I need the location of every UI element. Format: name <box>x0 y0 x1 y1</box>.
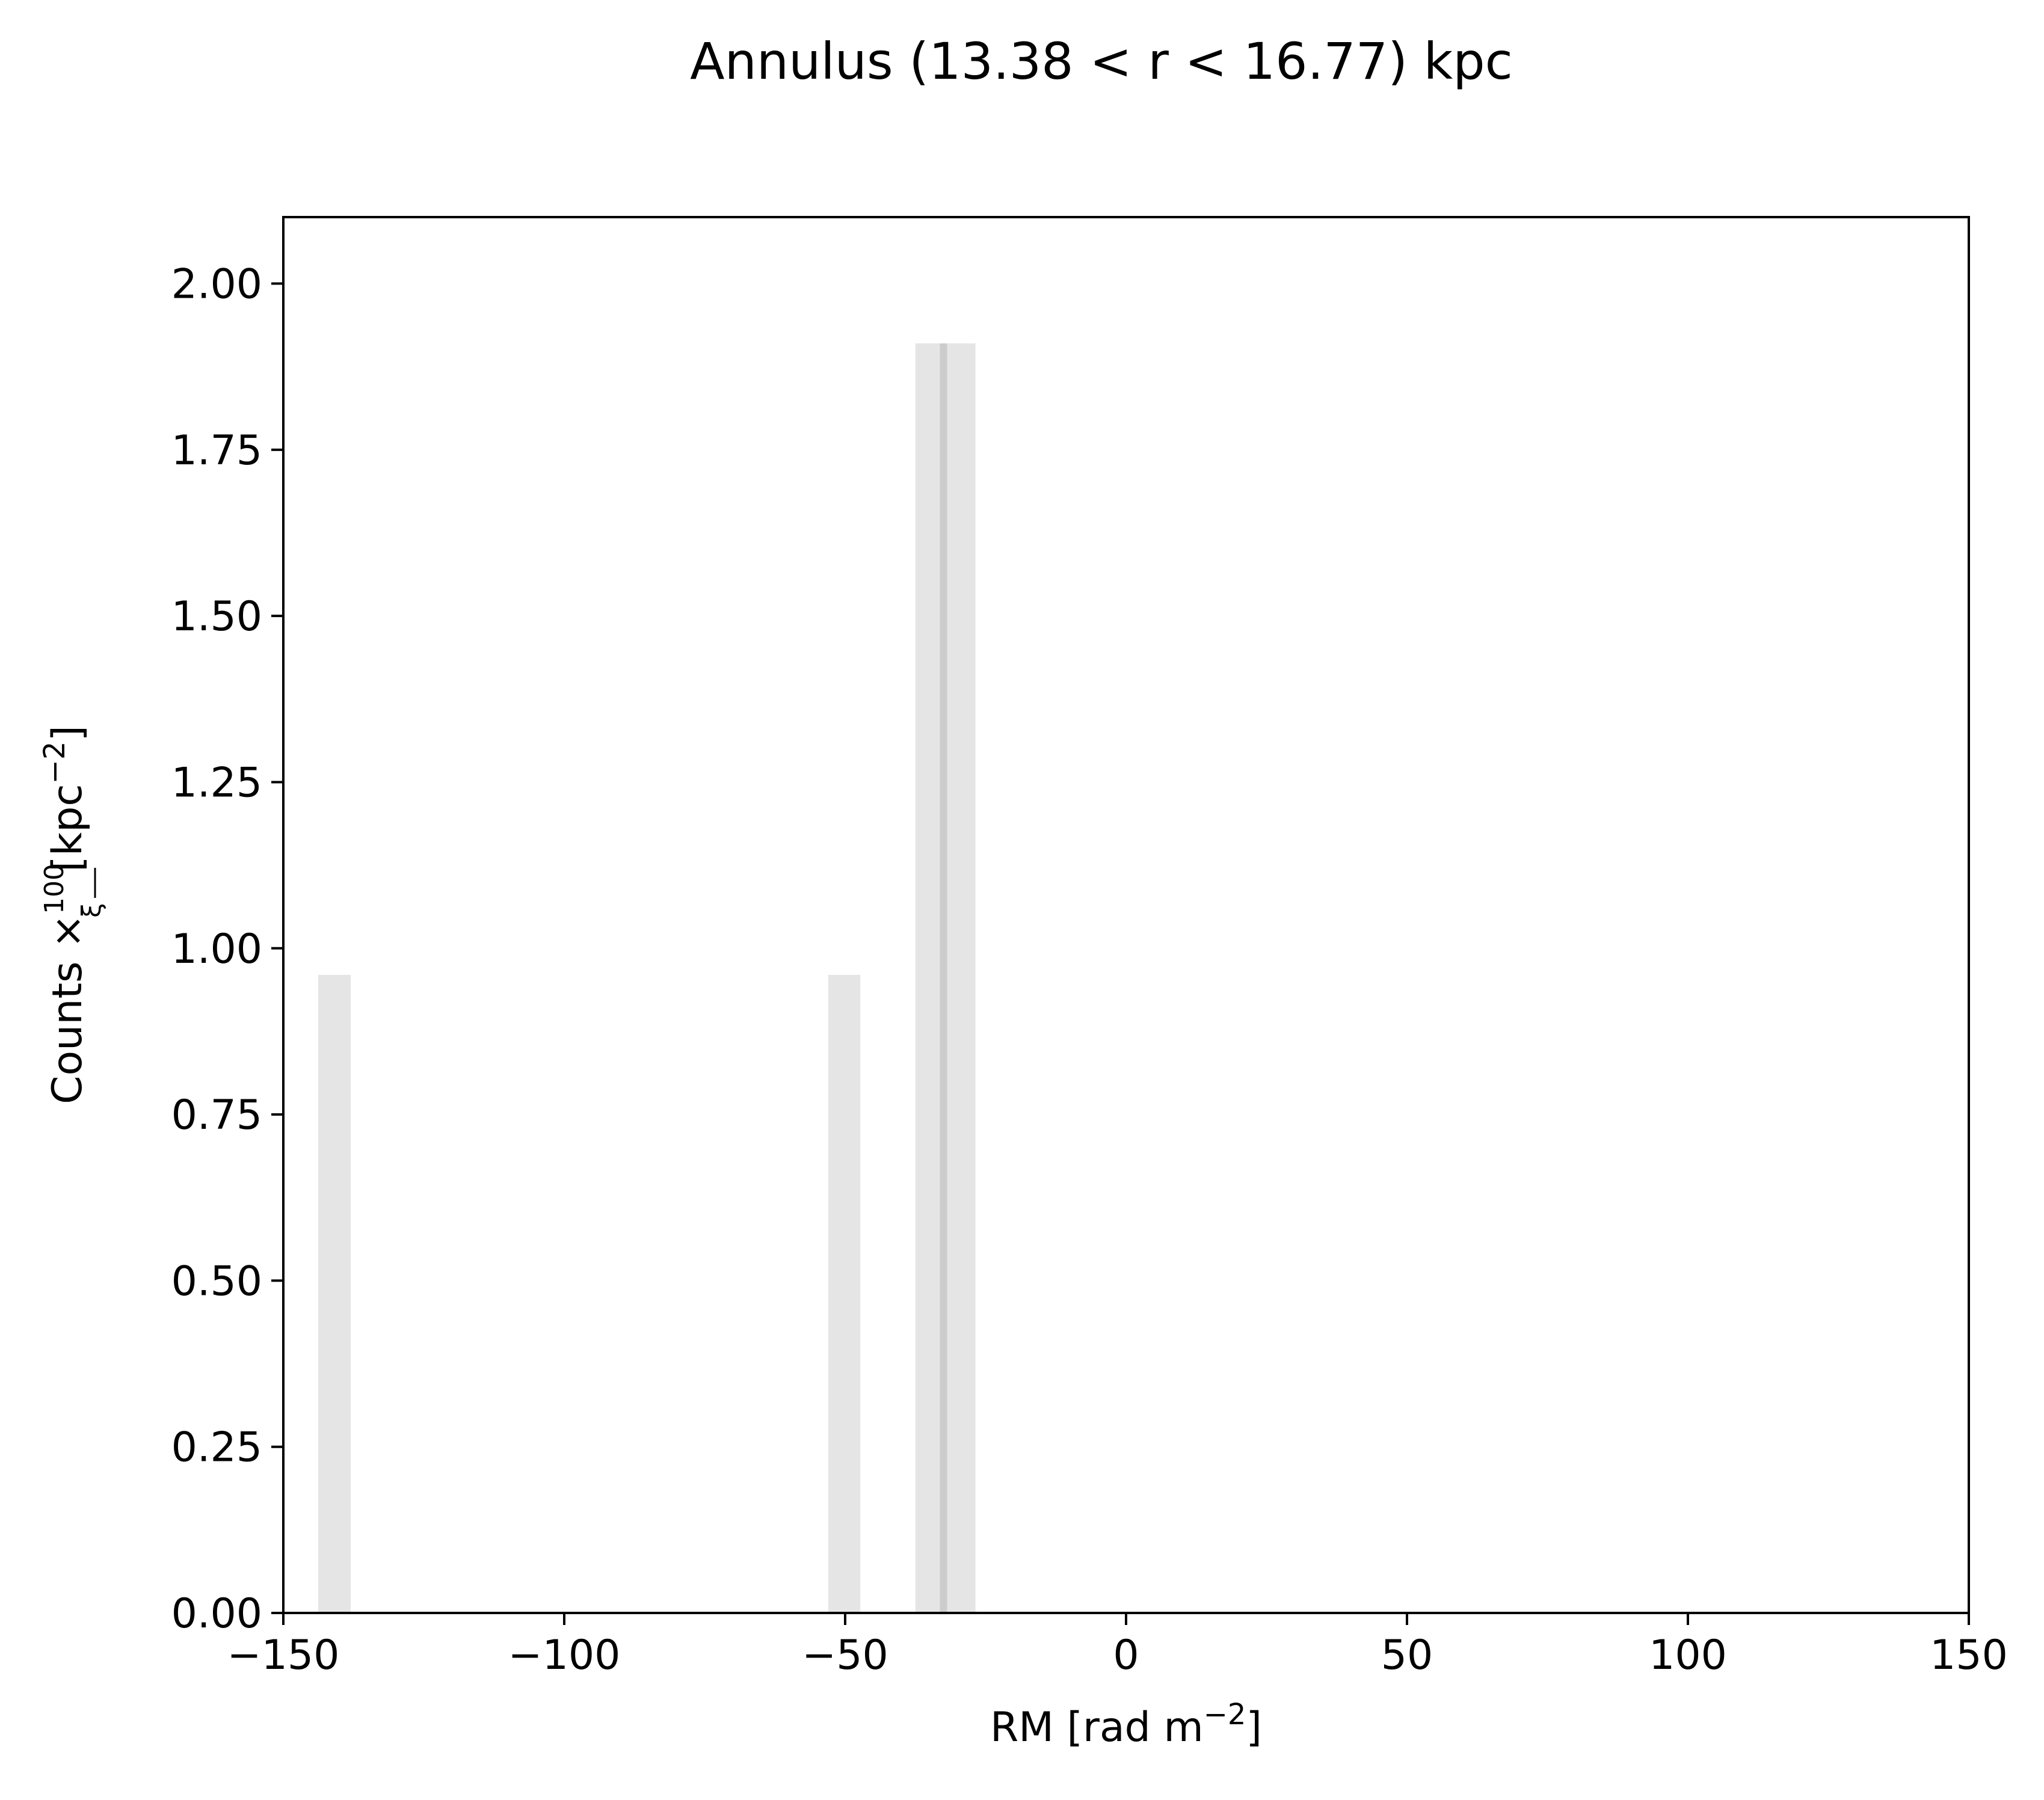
y-tick-label: 0.75 <box>171 1092 262 1139</box>
x-tick-label: 150 <box>1930 1632 2008 1679</box>
histogram-bar-2 <box>828 974 861 1613</box>
x-tick-label: −100 <box>508 1632 621 1679</box>
y-tick-label: 1.75 <box>171 427 262 475</box>
y-tick-label: 1.00 <box>171 926 262 973</box>
x-axis-ticks: −150 −100 −50 0 50 100 150 <box>227 1613 2008 1679</box>
histogram-bar-1 <box>318 974 351 1613</box>
y-tick-label: 0.00 <box>171 1590 262 1638</box>
plot-frame <box>282 216 1970 1614</box>
y-axis-label: Counts ×100 ξ [kpc−2] <box>38 725 107 1104</box>
y-tick-label: 1.25 <box>171 759 262 806</box>
x-tick-label: −50 <box>802 1632 888 1679</box>
x-tick-label: 100 <box>1649 1632 1727 1679</box>
y-tick-label: 0.25 <box>171 1424 262 1472</box>
x-tick-label: 50 <box>1381 1632 1433 1679</box>
y-tick-label: 0.50 <box>171 1258 262 1305</box>
x-tick-label: 0 <box>1113 1632 1139 1679</box>
chart-title: Annulus (13.38 < r < 16.77) kpc <box>690 32 1513 91</box>
y-tick-label: 2.00 <box>171 261 262 309</box>
bars-layer <box>318 343 976 1614</box>
y-axis-ticks: 0.00 0.25 0.50 0.75 1.00 1.25 1.50 1.75 2.00 <box>171 261 283 1638</box>
x-tick-label: −150 <box>227 1632 340 1679</box>
y-tick-label: 1.50 <box>171 593 262 640</box>
x-axis-label: RM [rad m−2] <box>990 1698 1262 1751</box>
